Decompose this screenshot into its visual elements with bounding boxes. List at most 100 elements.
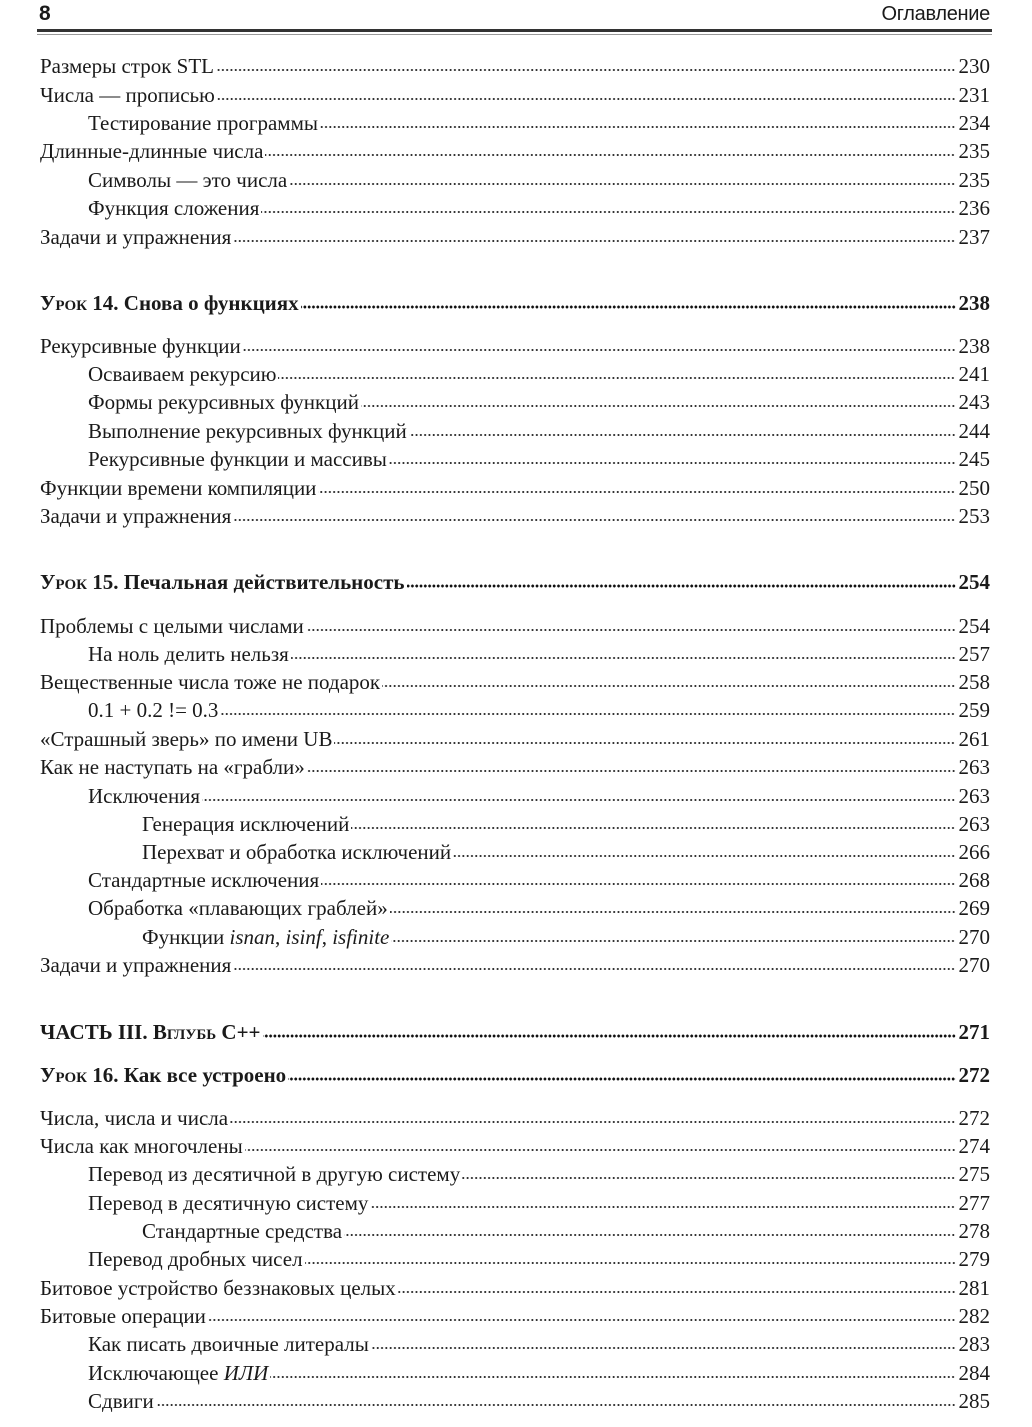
entry-title-part: Рекурсивные функции xyxy=(40,334,241,358)
entry-page-number: 275 xyxy=(958,1162,991,1186)
entry-title: Урок 14. Снова о функциях xyxy=(40,289,299,317)
dot-leader xyxy=(262,1034,956,1038)
entry-title: Задачи и упражнения xyxy=(40,951,231,979)
entry-page-number: 231 xyxy=(958,83,991,107)
entry-title-part: 15. Печальная действительность xyxy=(87,570,405,594)
entry-title: Битовые операции xyxy=(40,1302,206,1330)
dot-leader xyxy=(462,1176,956,1180)
entry-title-part: Числа — прописью xyxy=(40,83,215,107)
dot-leader xyxy=(233,518,956,522)
entry-title-part: Задачи и упражнения xyxy=(40,504,232,528)
dot-leader xyxy=(216,68,956,72)
dot-leader xyxy=(242,348,956,352)
dot-leader xyxy=(233,967,956,971)
entry-page-number: 257 xyxy=(958,642,991,666)
entry-page-number: 258 xyxy=(958,670,991,694)
toc-entry: Длинные-длинные числа 235 xyxy=(0,137,990,165)
toc-entry: Как писать двоичные литералы 283 xyxy=(0,1330,990,1358)
entry-page-number: 235 xyxy=(958,168,991,192)
page-number: 8 xyxy=(39,2,51,25)
entry-page-number: 235 xyxy=(958,139,991,163)
entry-title: Формы рекурсивных функций xyxy=(88,388,359,416)
dot-leader xyxy=(321,882,956,886)
entry-title: Осваиваем рекурсию xyxy=(88,360,276,388)
entry-title: Исключающее ИЛИ xyxy=(88,1359,268,1387)
entry-page-number: 274 xyxy=(958,1134,991,1158)
toc-entry: Исключения 263 xyxy=(0,782,990,810)
entry-title: Символы — это числа xyxy=(88,166,287,194)
toc-entry: Перевод в десятичную систему 277 xyxy=(0,1189,990,1217)
entry-title-part: 16. Как все устроено xyxy=(87,1063,287,1087)
toc-entry: Битовые операции 282 xyxy=(0,1302,990,1330)
dot-leader xyxy=(397,1290,956,1294)
toc-entry: Как не наступать на «грабли» 263 xyxy=(0,753,990,781)
dot-leader xyxy=(305,628,956,632)
entry-title-part: ИЛИ xyxy=(223,1361,269,1385)
dot-leader xyxy=(334,741,956,745)
dot-leader xyxy=(319,125,956,129)
toc-heading: Урок 14. Снова о функциях 238 xyxy=(0,289,990,317)
entry-title-part: Как не наступать на «грабли» xyxy=(40,755,305,779)
entry-title: Размеры строк STL xyxy=(40,52,214,80)
entry-title: Задачи и упражнения xyxy=(40,502,231,530)
dot-leader xyxy=(370,1205,956,1209)
entry-title-part: Урок xyxy=(40,570,88,594)
entry-page-number: 259 xyxy=(958,698,991,722)
entry-title-part: , xyxy=(275,925,286,949)
entry-title: Исключения xyxy=(88,782,200,810)
entry-title: Числа как многочлены xyxy=(40,1132,243,1160)
entry-title-part: 14. Снова о функциях xyxy=(87,291,299,315)
entry-title-part: Задачи и упражнения xyxy=(40,953,232,977)
entry-title-part: Битовые операции xyxy=(40,1304,206,1328)
entry-title: Как писать двоичные литералы xyxy=(88,1330,369,1358)
entry-title-part: Тестирование программы xyxy=(88,111,318,135)
entry-page-number: 277 xyxy=(958,1191,991,1215)
entry-title-part: Рекурсивные функции и массивы xyxy=(88,447,387,471)
toc-entry: 0.1 + 0.2 != 0.3 259 xyxy=(0,696,990,724)
dot-leader xyxy=(304,1261,956,1265)
entry-title: Урок 15. Печальная действительность xyxy=(40,568,405,596)
entry-title-part: Генерация исключений xyxy=(142,812,350,836)
dot-leader xyxy=(318,490,956,494)
entry-title-part: Символы — это числа xyxy=(88,168,288,192)
entry-page-number: 270 xyxy=(958,953,991,977)
entry-title-part: Функция сложения xyxy=(88,196,260,220)
dot-leader xyxy=(389,910,956,914)
dot-leader xyxy=(360,404,956,408)
toc-entry: Обработка «плавающих граблей» 269 xyxy=(0,894,990,922)
entry-title-part: Как писать двоичные литералы xyxy=(88,1332,369,1356)
entry-title-part: Размеры строк STL xyxy=(40,54,215,78)
entry-title-part: Длинные-длинные числа xyxy=(40,139,264,163)
toc-entry: Перевод из десятичной в другую систему 27… xyxy=(0,1160,990,1188)
entry-title: Выполнение рекурсивных функций xyxy=(88,417,407,445)
entry-title-part: Сдвиги xyxy=(88,1389,154,1413)
running-title: Оглавление xyxy=(881,3,990,25)
dot-leader xyxy=(288,1077,956,1081)
entry-title-part: На ноль делить нельзя xyxy=(88,642,289,666)
entry-title-part: isfinite xyxy=(332,925,390,949)
dot-leader xyxy=(216,97,956,101)
entry-title-part: Урок xyxy=(40,291,88,315)
entry-page-number: 253 xyxy=(958,504,991,528)
entry-title-part: Обработка «плавающих граблей» xyxy=(88,896,388,920)
entry-title-part: Функции времени компиляции xyxy=(40,476,317,500)
toc-heading: ЧАСТЬ III. Вглубь C++ 271 xyxy=(0,1018,990,1046)
dot-leader xyxy=(406,584,956,588)
entry-page-number: 250 xyxy=(958,476,991,500)
dot-leader xyxy=(351,826,956,830)
entry-title: Стандартные исключения xyxy=(88,866,319,894)
entry-title: Рекурсивные функции xyxy=(40,332,241,360)
toc-entry: Размеры строк STL 230 xyxy=(0,52,990,80)
entry-title: Как не наступать на «грабли» xyxy=(40,753,305,781)
entry-title: На ноль делить нельзя xyxy=(88,640,289,668)
entry-title-part: isnan xyxy=(229,925,276,949)
dot-leader xyxy=(300,305,956,309)
entry-title: Обработка «плавающих граблей» xyxy=(88,894,388,922)
entry-page-number: 238 xyxy=(958,334,991,358)
entry-page-number: 285 xyxy=(958,1389,991,1413)
dot-leader xyxy=(202,798,956,802)
dot-leader xyxy=(270,1375,956,1379)
entry-title: Функция сложения xyxy=(88,194,259,222)
entry-title: Числа, числа и числа xyxy=(40,1104,228,1132)
toc-entry: На ноль делить нельзя 257 xyxy=(0,640,990,668)
